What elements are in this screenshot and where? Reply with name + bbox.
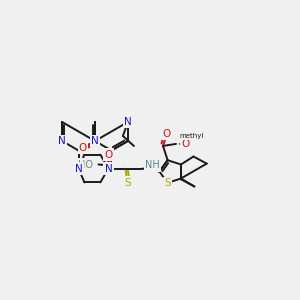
Text: methyl: methyl [180,133,204,139]
Text: N: N [58,136,66,146]
Text: S: S [164,178,171,188]
Text: N: N [104,164,112,173]
Text: O: O [79,143,87,153]
Text: NH: NH [146,160,160,170]
Text: N: N [124,117,132,127]
Text: O: O [181,139,189,149]
Text: N: N [91,136,99,146]
Text: N: N [75,164,83,173]
Text: HO: HO [79,160,94,170]
Text: O: O [104,149,112,160]
Text: S: S [124,178,131,188]
Text: O: O [163,129,171,139]
